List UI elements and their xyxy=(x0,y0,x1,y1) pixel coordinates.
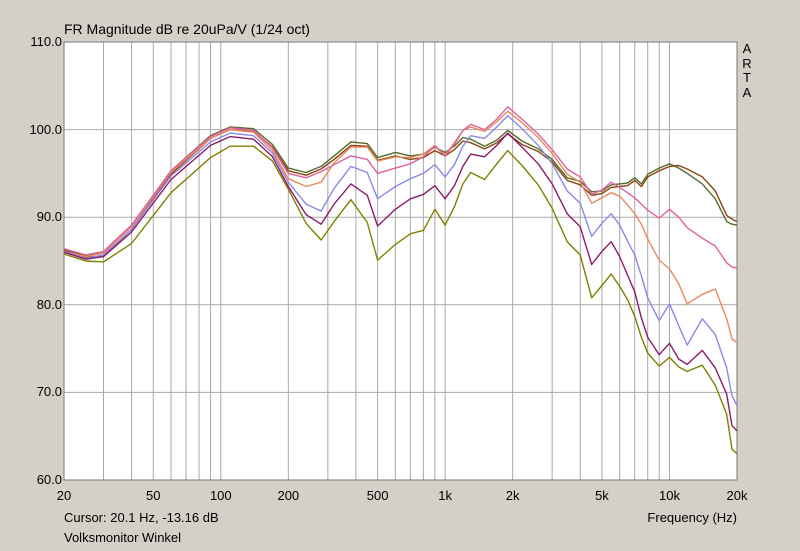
series-line xyxy=(63,132,738,432)
arta-letter: T xyxy=(743,70,751,85)
series-line xyxy=(63,110,738,344)
arta-letter: R xyxy=(742,55,752,71)
y-tick-label: 110.0 xyxy=(30,34,62,49)
x-tick-label: 100 xyxy=(209,488,232,503)
x-tick-label: 20k xyxy=(726,488,748,503)
x-tick-label: 5k xyxy=(595,488,609,503)
y-tick-label: 70.0 xyxy=(36,384,62,400)
x-tick-label: 20 xyxy=(56,488,72,503)
arta-letter: A xyxy=(742,41,752,56)
x-tick-label: 10k xyxy=(658,488,680,503)
series-line xyxy=(63,106,738,269)
cursor-readout: Cursor: 20.1 Hz, -13.16 dB xyxy=(64,510,219,525)
y-tick-label: 60.0 xyxy=(36,472,62,487)
measurement-note: Volksmonitor Winkel xyxy=(64,530,182,545)
arta-logo: A R T A xyxy=(740,41,754,100)
x-tick-label: 200 xyxy=(277,488,300,503)
y-tick-label: 80.0 xyxy=(36,296,62,312)
y-tick-label: 100.0 xyxy=(29,121,62,137)
x-tick-label: 500 xyxy=(366,488,389,503)
x-tick-label: 2k xyxy=(505,488,520,503)
y-tick-label: 90.0 xyxy=(36,209,62,225)
plot-frame xyxy=(63,41,738,481)
chart-title: FR Magnitude dB re 20uPa/V (1/24 oct) xyxy=(64,21,310,37)
plot-background xyxy=(64,42,737,480)
series-line xyxy=(63,145,738,455)
series-line xyxy=(63,114,738,406)
x-axis-label: Frequency (Hz) xyxy=(647,510,737,525)
arta-letter: A xyxy=(742,84,752,100)
x-tick-label: 1k xyxy=(438,488,452,503)
series-line xyxy=(63,126,738,257)
x-tick-label: 50 xyxy=(146,488,161,503)
